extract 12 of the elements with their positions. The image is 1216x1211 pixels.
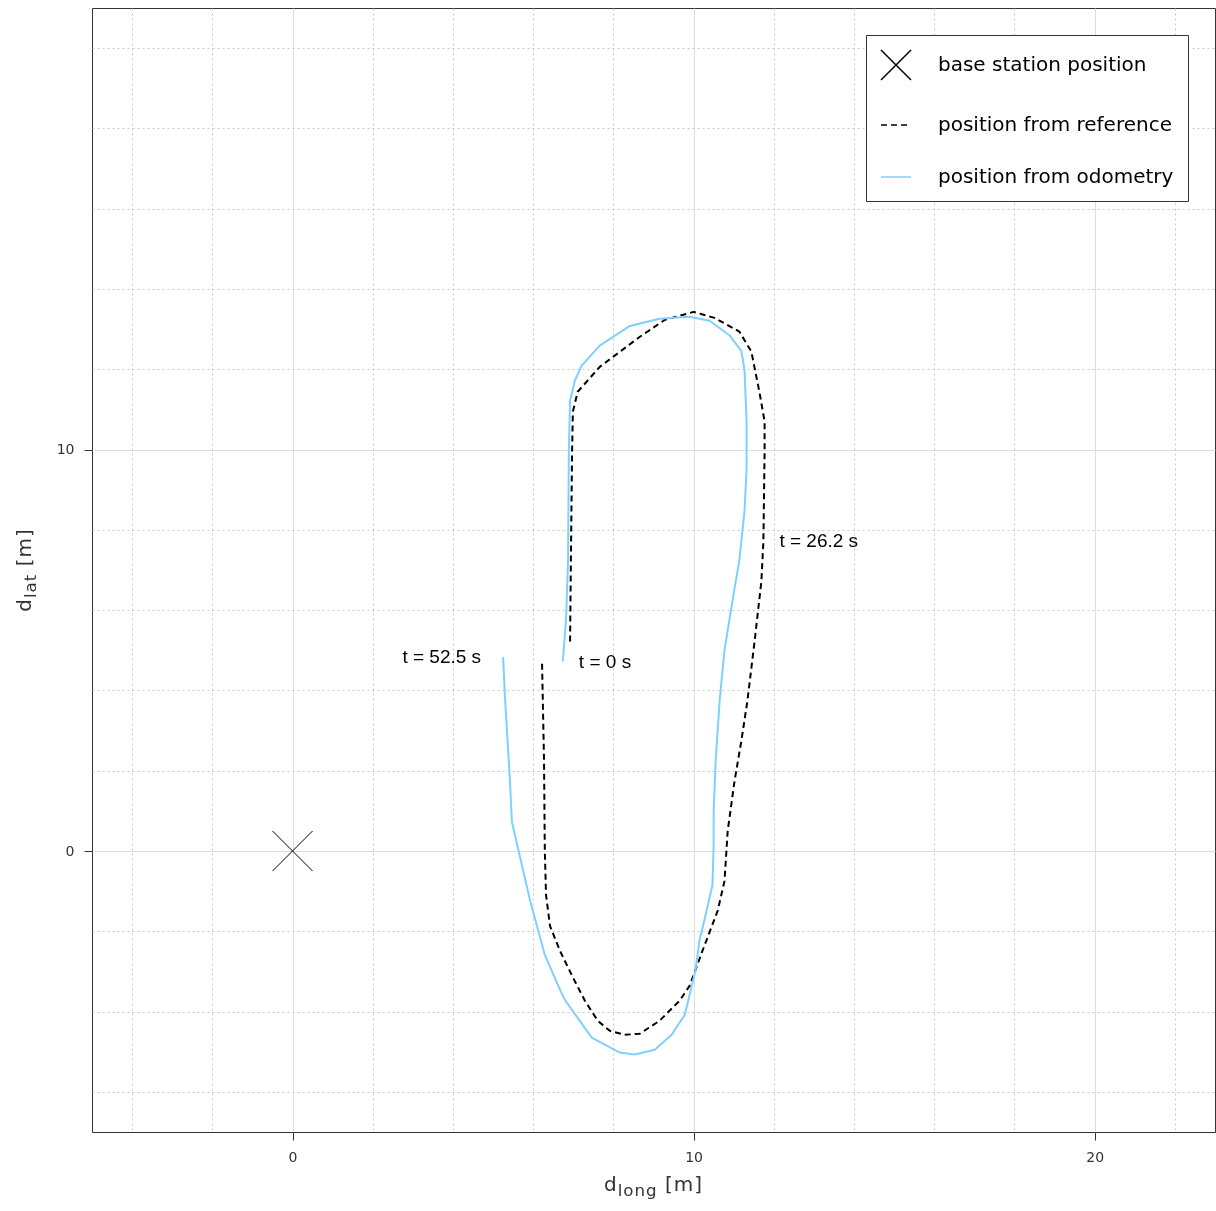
x-axis-title: d$_{long}$ [m] — [604, 1172, 704, 1200]
line-series — [502, 315, 748, 1056]
legend-label: position from reference — [938, 112, 1172, 136]
line-series — [541, 310, 766, 1036]
annotation: t = 26.2 s — [779, 530, 859, 552]
x-tick-label: 10 — [685, 1148, 704, 1165]
legend-label: base station position — [938, 52, 1147, 76]
annotation: t = 0 s — [578, 650, 632, 672]
legend-label: position from odometry — [938, 164, 1174, 188]
x-tick-label: 20 — [1086, 1148, 1105, 1165]
x-tick-label: 0 — [288, 1148, 298, 1165]
annotation: t = 52.5 s — [402, 646, 482, 668]
